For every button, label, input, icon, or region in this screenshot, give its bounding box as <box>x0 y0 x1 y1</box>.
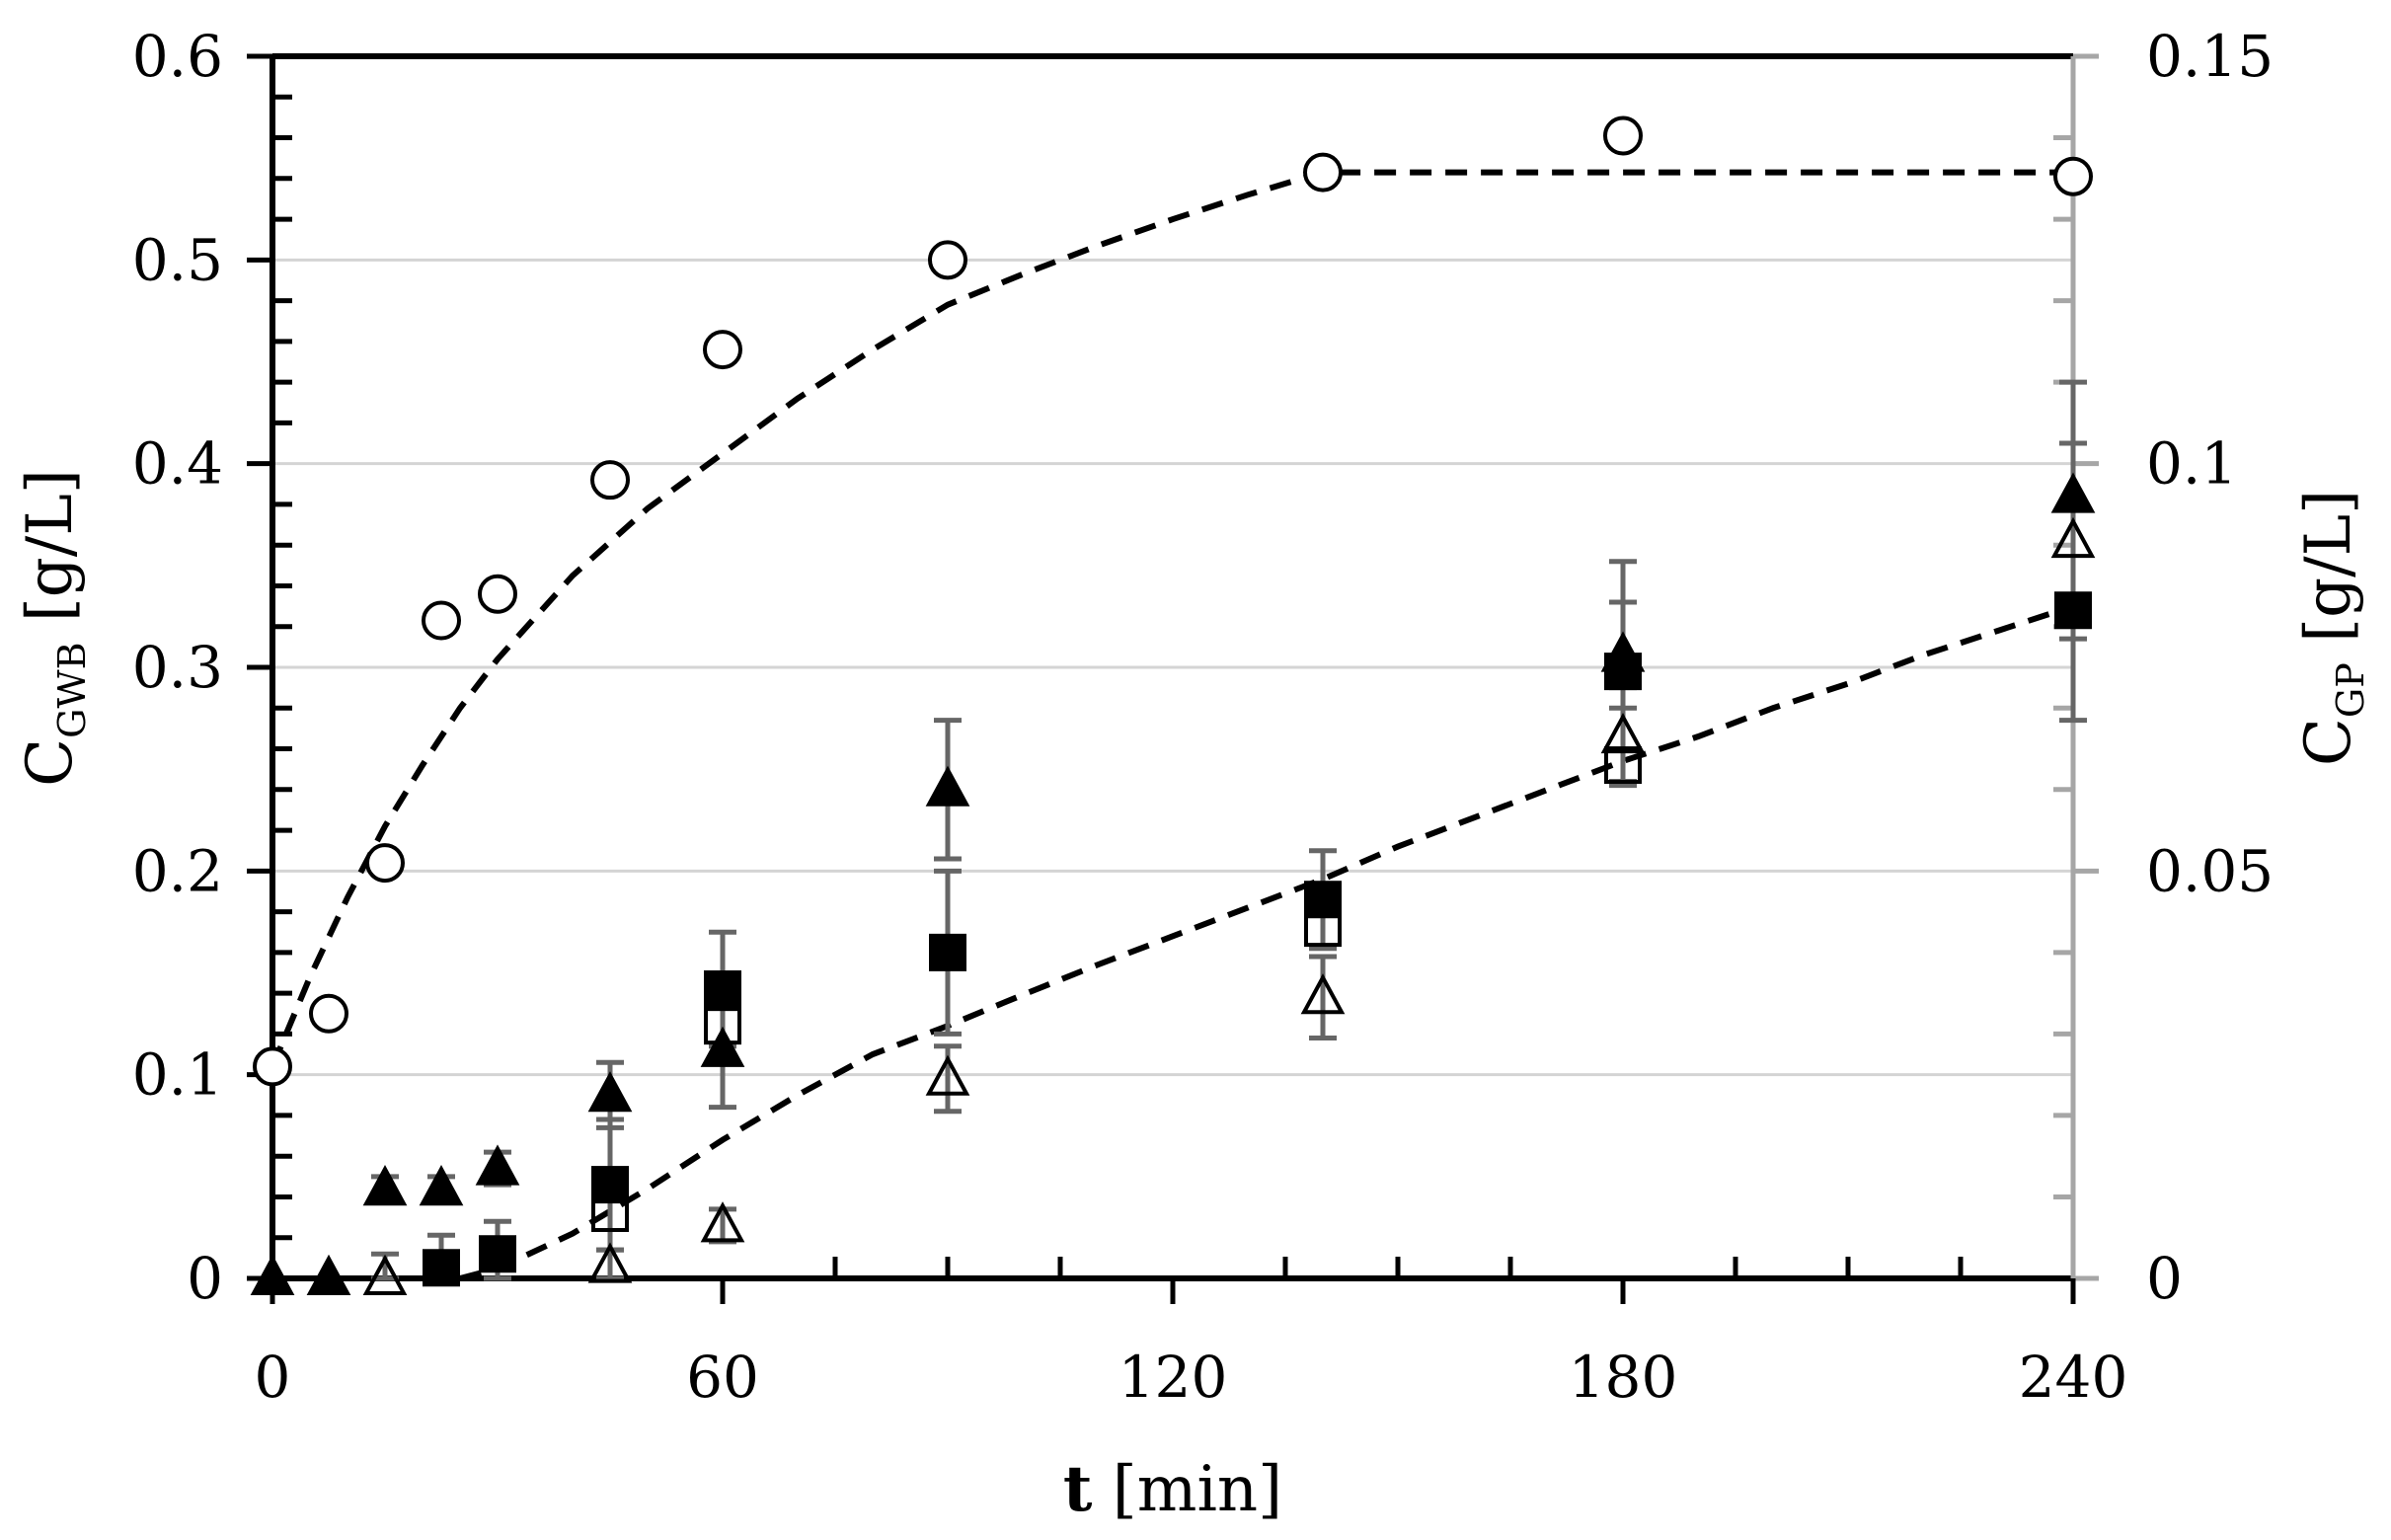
data-point-circle <box>2053 156 2093 196</box>
y-left-tick-label: 0.1 <box>132 1041 223 1109</box>
data-point-triangle-filled <box>250 1254 295 1295</box>
grid-lines <box>272 258 2073 1077</box>
y-right-axis-title: CGP [g/L] <box>2292 490 2372 766</box>
y-left-tick-label: 0.6 <box>132 23 223 90</box>
y-left-title-unit: [g/L] <box>14 469 87 642</box>
data-point-square-filled <box>423 1249 460 1287</box>
y-right-title-unit: [g/L] <box>2292 490 2365 662</box>
x-axis-title: t [min] <box>1063 1452 1282 1526</box>
data-point-triangle-filled <box>475 1144 520 1186</box>
data-point-circle <box>253 1046 292 1087</box>
data-point-triangle-open <box>925 1054 970 1096</box>
data-point-circle <box>365 843 405 884</box>
data-point-circle <box>703 330 742 370</box>
data-point-circle <box>309 993 348 1034</box>
data-point-triangle-filled <box>700 1026 745 1067</box>
data-point-triangle-open <box>700 1201 745 1243</box>
fit-lines <box>270 169 2074 1281</box>
x-tick-label: 240 <box>2019 1344 2128 1411</box>
y-right-tick-label: 0.1 <box>2146 430 2237 498</box>
data-point-triangle-open <box>2050 516 2096 559</box>
y-left-title-main: C <box>14 738 87 787</box>
data-point-square-open <box>591 1194 629 1232</box>
data-point-triangle-filled <box>362 1165 408 1206</box>
fit-line <box>459 603 2074 1281</box>
y-left-tick-label: 0.5 <box>132 226 223 293</box>
x-axis-title-unit: [min] <box>1092 1453 1282 1526</box>
data-point-circle <box>928 240 967 280</box>
data-point-triangle-open <box>587 1242 633 1283</box>
data-point-triangle-filled <box>419 1165 464 1206</box>
y-right-tick-label: 0.05 <box>2146 837 2274 904</box>
y-left-axis-title: CGWB [g/L] <box>14 469 94 787</box>
data-point-triangle-filled <box>587 1071 633 1113</box>
y-left-tick-label: 0.2 <box>132 837 223 904</box>
data-point-square-filled <box>704 970 741 1009</box>
tick-marks <box>247 53 2099 1304</box>
y-left-tick-label: 0 <box>187 1245 223 1312</box>
data-point-triangle-filled <box>1600 631 1646 672</box>
y-right-tick-label: 0 <box>2146 1245 2183 1312</box>
x-tick-label: 120 <box>1118 1344 1228 1411</box>
data-markers <box>250 116 2096 1295</box>
data-point-triangle-filled <box>925 765 970 807</box>
y-right-title-sub: GP <box>2329 662 2372 718</box>
y-left-tick-label: 0.4 <box>132 430 223 498</box>
data-point-triangle-open <box>362 1254 408 1295</box>
data-point-square-open <box>1604 746 1642 785</box>
x-tick-label: 60 <box>686 1344 759 1411</box>
data-point-square-filled <box>929 933 966 971</box>
data-point-circle <box>422 600 461 641</box>
data-point-triangle-open <box>1300 973 1346 1015</box>
data-point-triangle-open <box>1600 712 1646 754</box>
data-point-square-open <box>1304 909 1342 948</box>
data-point-circle <box>478 574 517 614</box>
x-axis-title-symbol: t <box>1063 1452 1093 1526</box>
data-point-circle <box>1303 152 1343 192</box>
data-point-circle <box>1603 116 1643 156</box>
data-point-triangle-filled <box>2050 472 2096 513</box>
y-left-tick-label: 0.3 <box>132 634 223 701</box>
x-tick-label: 0 <box>255 1344 291 1411</box>
tick-labels: 0 0.1 0.2 0.3 0.4 0.5 0.6 0 0.05 0.1 0.15 0 60 120 180… <box>132 23 2274 1411</box>
data-point-square-filled <box>2054 591 2092 630</box>
y-right-tick-label: 0.15 <box>2146 23 2274 90</box>
data-point-circle <box>590 460 630 500</box>
error-bars <box>371 379 2087 1281</box>
data-point-square-filled <box>479 1235 516 1273</box>
x-tick-label: 180 <box>1569 1344 1678 1411</box>
fit-line <box>270 169 2073 1068</box>
y-right-title-main: C <box>2292 718 2365 766</box>
data-point-triangle-filled <box>306 1254 351 1295</box>
y-left-title-sub: GWB <box>50 643 94 738</box>
